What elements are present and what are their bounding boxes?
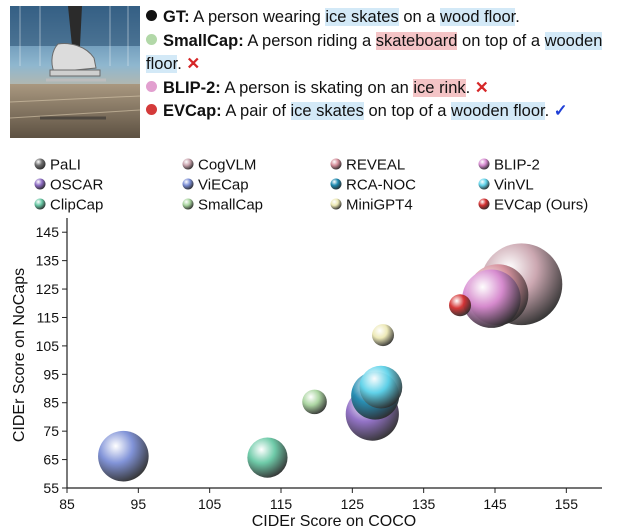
x-tick-label: 105 [198,496,222,512]
caption-text: A person riding a [247,31,376,50]
legend-label: OSCAR [50,177,104,194]
y-tick-label: 75 [43,423,59,439]
legend-marker [330,158,342,170]
legend-label: VinVL [494,177,534,194]
caption-1: SmallCap: A person riding a skateboard o… [146,30,624,77]
check-icon: ✓ [549,102,568,120]
caption-highlight: skateboard [375,31,458,50]
caption-text: on a [398,8,441,26]
y-tick-label: 105 [36,338,60,354]
legend-label: ViECap [198,177,249,194]
x-tick-label: 145 [483,496,507,512]
caption-text: . [515,8,520,26]
legend-label: CogVLM [198,157,256,174]
y-tick-label: 55 [43,480,59,496]
x-axis-label: CIDEr Score on COCO [252,513,416,530]
caption-model-label: GT: [163,8,190,26]
legend-marker [34,158,46,170]
caption-model-label: BLIP-2: [163,78,221,97]
caption-bullet-icon [146,10,157,21]
bubble-blip-2 [462,269,521,328]
caption-text: . [465,78,471,97]
x-tick-label: 125 [341,496,365,512]
x-tick-label: 95 [131,496,147,512]
legend-label: RCA-NOC [346,177,416,194]
legend-marker [34,198,46,210]
legend-marker [330,198,342,210]
ice-skates-photo [10,6,140,138]
bubble-clipcap [247,437,288,478]
legend-label: BLIP-2 [494,157,540,174]
x-ticks: 85 95 105 115 125 135 145 155 [59,488,578,512]
y-tick-label: 115 [37,309,60,325]
legend-label: SmallCap [198,197,263,214]
caption-text: on top of a [363,102,452,120]
bubble-evcap-ours [449,294,472,317]
y-tick-label: 135 [36,253,60,269]
caption-2: BLIP-2: A person is skating on an ice ri… [146,77,624,101]
caption-highlight: ice skates [325,8,399,26]
legend-marker [34,178,46,190]
legend-label: EVCap (Ours) [494,197,588,214]
legend-label: ClipCap [50,197,103,214]
bubble-minigpt4 [372,324,395,347]
cross-icon: ✕ [181,55,201,73]
cross-icon: ✕ [470,78,489,97]
caption-highlight: ice rink [413,78,466,97]
caption-3: EVCap: A pair of ice skates on top of a … [146,100,624,124]
caption-bullet-icon [146,104,157,115]
y-tick-label: 85 [43,395,59,411]
bubble-viecap [98,430,149,482]
caption-text: . [177,55,182,73]
caption-0: GT: A person wearing ice skates on a woo… [146,6,624,30]
y-ticks: 55 65 75 85 95 105 115 125 135 145 [36,224,67,496]
bubble-smallcap [302,389,327,415]
bubble-vinvl [359,365,403,409]
caption-model-label: SmallCap: [163,31,244,50]
legend-label: MiniGPT4 [346,197,413,214]
legend-marker [478,198,490,210]
caption-text: A pair of [225,102,291,120]
caption-model-label: EVCap: [163,102,222,120]
legend-marker [478,158,490,170]
x-tick-label: 155 [555,496,579,512]
caption-text: on top of a [457,31,545,50]
x-tick-label: 115 [270,496,293,512]
caption-text: A person wearing [193,8,326,26]
y-tick-label: 145 [36,224,60,240]
example-image [10,6,140,138]
legend-label: PaLI [50,157,81,174]
caption-highlight: wooden floor [451,102,545,120]
caption-bullet-icon [146,33,157,45]
legend-marker [182,178,194,190]
x-tick-label: 85 [59,496,75,512]
x-tick-label: 135 [412,496,436,512]
caption-list: GT: A person wearing ice skates on a woo… [146,6,624,124]
legend-marker [330,178,342,190]
caption-text: . [544,102,550,120]
legend-marker [182,198,194,210]
bubbles [98,243,563,482]
legend-label: REVEAL [346,157,405,174]
axes [66,218,602,489]
y-axis-label: CIDEr Score on NoCaps [11,268,28,442]
y-tick-label: 65 [43,452,59,468]
caption-text: A person is skating on an [224,78,414,97]
legend: PaLI CogVLM REVEAL BLIP-2 OSCAR ViECap RCA-NOC… [34,157,588,214]
caption-highlight: ice skates [290,102,364,120]
legend-marker [182,158,194,170]
caption-bullet-icon [146,80,157,92]
caption-highlight: wood floor [440,8,516,26]
legend-marker [478,178,490,190]
y-tick-label: 95 [43,366,59,382]
y-tick-label: 125 [36,281,60,297]
